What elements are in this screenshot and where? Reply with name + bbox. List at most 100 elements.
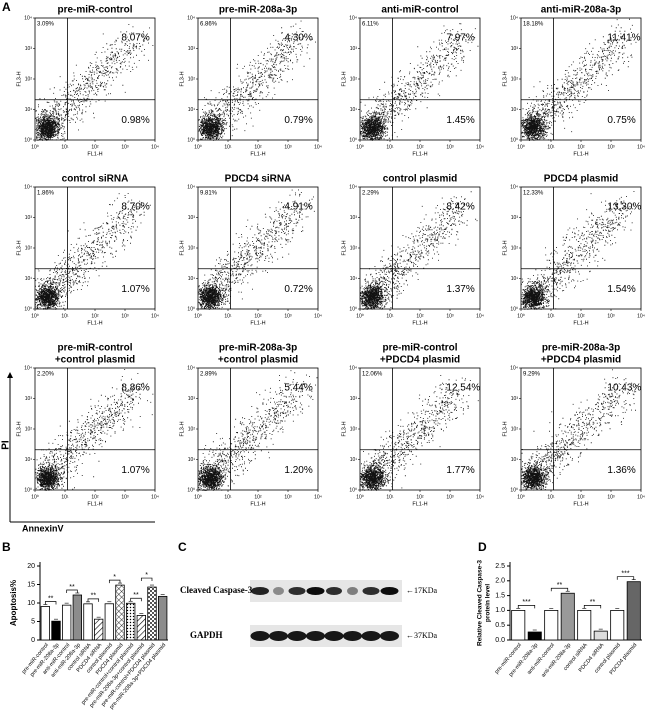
ur-percent: 5.44% <box>284 383 312 394</box>
x-tick-label: 10² <box>577 494 585 500</box>
sig-bracket <box>616 576 635 580</box>
annexin-label: AnnexinV <box>22 523 64 533</box>
ur-percent: 11.41% <box>607 33 640 44</box>
y-tick-label: 10³ <box>511 396 519 402</box>
lr-percent: 0.79% <box>284 115 312 126</box>
bar <box>62 604 72 641</box>
bar <box>147 586 157 641</box>
x-tick-label: 10⁰ <box>517 494 525 500</box>
y-tick-label: 10⁰ <box>24 306 32 312</box>
plot-title: pre-miR-208a-3p <box>219 5 297 16</box>
y-tick-label: 10³ <box>188 396 196 402</box>
bar <box>527 631 542 641</box>
y-tick-label: 10¹ <box>350 457 358 463</box>
x-tick-label: 10⁰ <box>356 313 364 319</box>
y-tick-label: 10 <box>27 600 35 607</box>
band <box>324 631 344 641</box>
y-tick-label: 10² <box>188 245 196 251</box>
bar <box>115 584 125 641</box>
band <box>273 587 284 595</box>
lr-percent: 0.75% <box>607 115 635 126</box>
lr-percent: 1.37% <box>446 284 474 295</box>
x-axis-label: FL1-H <box>573 151 588 157</box>
x-tick-label: 10⁰ <box>31 313 39 319</box>
blot-label: Cleaved Caspase-3 <box>180 585 253 595</box>
y-tick-label: 10³ <box>25 396 33 402</box>
y-tick-label: 10³ <box>188 46 196 52</box>
sig-label: ** <box>91 593 97 600</box>
plot-title: pre-miR-control <box>58 5 133 16</box>
x-tick-label: 10⁰ <box>517 313 525 319</box>
x-axis-label: FL1-H <box>250 320 265 326</box>
y-tick-label: 10⁰ <box>510 487 518 493</box>
y-tick-label: 20 <box>27 563 35 570</box>
y-tick-label: 10⁴ <box>24 365 32 371</box>
plot-title: pre-miR-control <box>383 343 458 354</box>
x-tick-label: 10³ <box>607 144 615 150</box>
y-tick-label: 10⁰ <box>24 487 32 493</box>
y-tick-label: 10¹ <box>350 276 358 282</box>
scatter-dots <box>521 18 637 141</box>
x-tick-label: 10⁴ <box>476 144 484 150</box>
y-tick-label: 10² <box>350 426 358 432</box>
x-tick-label: 10⁴ <box>637 313 645 319</box>
x-tick-label: 10³ <box>446 313 454 319</box>
lr-percent: 0.98% <box>121 115 149 126</box>
scatter-dots <box>521 369 637 491</box>
sig-bracket <box>550 587 569 592</box>
plot-title: +control plasmid <box>55 355 135 366</box>
scatter-dots <box>198 20 316 141</box>
scatter-dots <box>35 24 154 141</box>
y-tick-label: 10² <box>25 76 33 82</box>
ur-percent: 8.42% <box>446 202 474 213</box>
x-tick-label: 10³ <box>121 144 129 150</box>
blot-label: GAPDH <box>190 630 223 640</box>
sig-bracket <box>87 598 100 602</box>
blot-size: ←37KDa <box>406 631 438 640</box>
y-axis-label: FL3-H <box>502 71 508 86</box>
x-tick-label: 10⁰ <box>356 144 364 150</box>
x-tick-label: 10² <box>416 144 424 150</box>
y-tick-label: 10⁴ <box>349 15 357 21</box>
y-tick-label: 10² <box>25 426 33 432</box>
y-tick-label: 0.0 <box>495 637 505 644</box>
y-tick-label: 10⁰ <box>349 487 357 493</box>
y-tick-label: 0.5 <box>495 622 505 629</box>
x-tick-label: 10³ <box>446 494 454 500</box>
x-tick-label: 10¹ <box>224 494 232 500</box>
x-axis-label: FL1-H <box>573 320 588 326</box>
plot-title: pre-miR-control <box>58 343 133 354</box>
x-tick-label: 10¹ <box>61 313 69 319</box>
ur-percent: 8.70% <box>121 202 149 213</box>
ul-percent: 18.18% <box>523 22 544 28</box>
x-tick-label: 10⁴ <box>476 313 484 319</box>
y-tick-label: 10⁰ <box>349 137 357 143</box>
x-tick-label: 10⁴ <box>314 494 322 500</box>
bar <box>83 603 93 641</box>
x-tick-label: 10³ <box>446 144 454 150</box>
x-tick-label: 10³ <box>121 494 129 500</box>
y-tick-label: 10² <box>350 245 358 251</box>
panel-letter: A <box>2 0 11 14</box>
ur-percent: 4.91% <box>284 202 312 213</box>
ur-percent: 8.86% <box>121 383 149 394</box>
y-tick-label: 10⁰ <box>187 306 195 312</box>
sig-bracket <box>108 579 121 584</box>
x-tick-label: 10⁴ <box>314 144 322 150</box>
x-tick-label: 10² <box>577 313 585 319</box>
y-tick-label: 10¹ <box>350 107 358 113</box>
x-tick-label: 10³ <box>121 313 129 319</box>
bar <box>104 603 114 641</box>
band <box>251 587 269 595</box>
scatter-dots <box>360 23 479 141</box>
sig-label: *** <box>621 571 629 578</box>
band <box>288 587 306 595</box>
x-tick-label: 10⁴ <box>637 144 645 150</box>
x-tick-label: 10⁴ <box>476 494 484 500</box>
band <box>287 631 307 641</box>
y-tick-label: 10¹ <box>188 276 196 282</box>
